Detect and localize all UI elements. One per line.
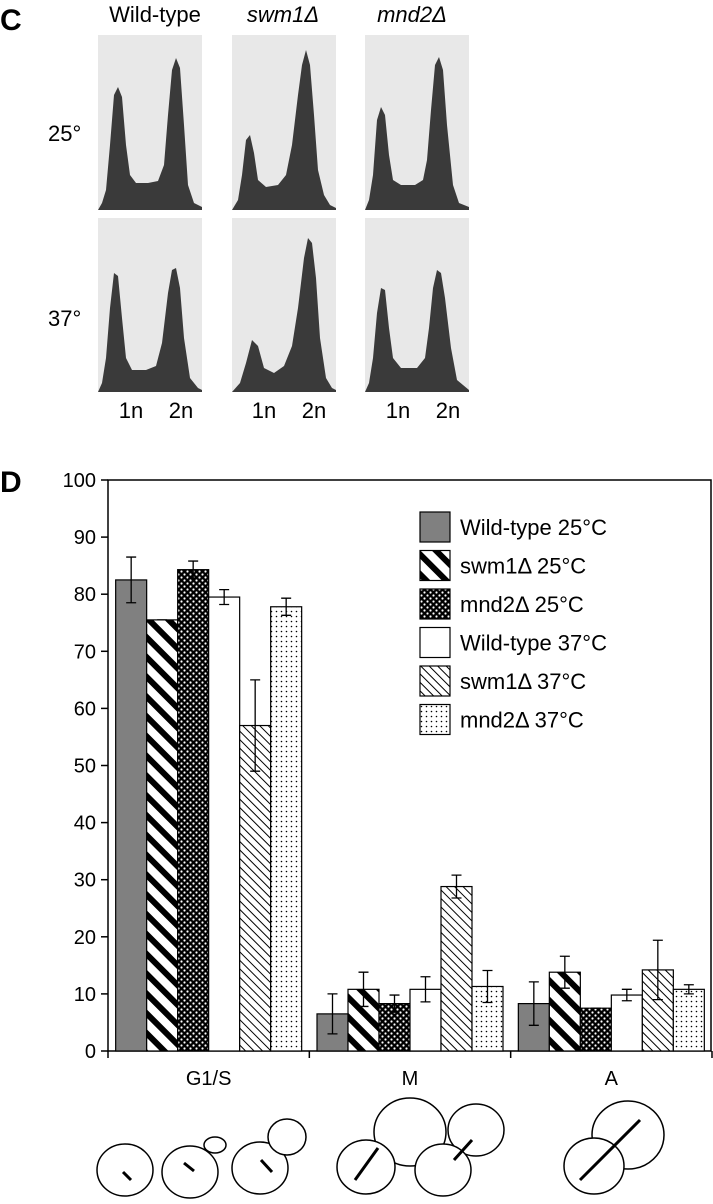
legend-label: Wild-type 25°C	[460, 515, 607, 540]
bar	[115, 579, 148, 1052]
cell-diagrams	[96, 1097, 665, 1199]
column-label: Wild-type	[109, 2, 201, 27]
x-label: 2n	[436, 398, 460, 423]
error-bar	[683, 984, 694, 995]
y-tick-label: 0	[85, 1041, 96, 1063]
y-tick-label: 40	[74, 813, 96, 835]
error-bar	[126, 556, 137, 604]
legend-label: swm1Δ 25°C	[460, 554, 586, 579]
legend-swatch	[419, 511, 451, 543]
bar	[239, 724, 272, 1052]
legend-label: Wild-type 37°C	[460, 631, 607, 656]
histogram	[98, 218, 202, 392]
error-bar	[528, 981, 539, 1026]
row-label: 25°	[48, 121, 81, 146]
legend-label: mnd2Δ 37°C	[460, 708, 584, 733]
y-tick-label: 60	[74, 698, 96, 720]
legend-label: mnd2Δ 25°C	[460, 592, 584, 617]
legend-swatch	[419, 626, 451, 659]
x-label: 2n	[302, 398, 326, 423]
bar	[440, 885, 473, 1052]
y-tick-label: 100	[63, 470, 96, 492]
x-label: 1n	[252, 398, 276, 423]
panel-c: C Wild-type swm1Δ mnd2Δ 25° 37° 1n 2n 1n…	[0, 2, 469, 423]
error-bar	[652, 939, 663, 1001]
error-bar	[358, 971, 369, 1008]
error-bar	[188, 560, 199, 579]
bar-chart: 0 10 20 30 40 50 60 70 80 90 100 G1/S M A Wild-type 25…	[63, 470, 713, 1090]
y-tick-label: 90	[74, 527, 96, 549]
histogram	[98, 35, 202, 210]
y-tick-label: 70	[74, 641, 96, 663]
bar	[672, 988, 705, 1052]
panel-label: C	[0, 4, 22, 37]
x-label: 1n	[119, 398, 143, 423]
legend-swatch	[419, 549, 451, 582]
x-label: 1n	[386, 398, 410, 423]
histogram	[232, 35, 336, 210]
error-bar	[250, 679, 261, 772]
bar	[579, 1007, 612, 1052]
y-tick-label: 10	[74, 984, 96, 1006]
bar	[610, 994, 643, 1052]
error-bar	[621, 988, 632, 1002]
histogram	[365, 218, 469, 392]
error-bar	[482, 969, 493, 1004]
legend-swatch	[419, 703, 451, 736]
y-tick-label: 20	[74, 927, 96, 949]
x-tick-label: M	[402, 1068, 419, 1090]
bar	[548, 971, 581, 1052]
legend-swatch	[419, 588, 451, 620]
error-bar	[327, 993, 338, 1035]
error-bar	[219, 588, 230, 606]
y-tick-label: 50	[74, 756, 96, 778]
error-bar	[451, 874, 462, 899]
histogram	[365, 35, 469, 210]
x-tick-label: A	[605, 1068, 619, 1090]
y-tick-label: 30	[74, 870, 96, 892]
column-label: mnd2Δ	[377, 2, 447, 27]
legend-label: swm1Δ 37°C	[460, 669, 586, 694]
histogram	[232, 218, 336, 392]
bar	[208, 596, 241, 1052]
legend-swatch	[419, 665, 451, 697]
column-label: swm1Δ	[247, 2, 319, 27]
panel-label: D	[0, 466, 22, 499]
row-label: 37°	[48, 306, 81, 331]
bar	[146, 619, 179, 1052]
error-bar	[559, 955, 570, 989]
error-bar	[281, 597, 292, 616]
y-tick-label: 80	[74, 584, 96, 606]
bar	[270, 606, 303, 1052]
bar	[177, 569, 210, 1052]
x-label: 2n	[169, 398, 193, 423]
x-tick-label: G1/S	[186, 1068, 232, 1090]
error-bar	[389, 994, 400, 1013]
error-bar	[420, 976, 431, 1003]
